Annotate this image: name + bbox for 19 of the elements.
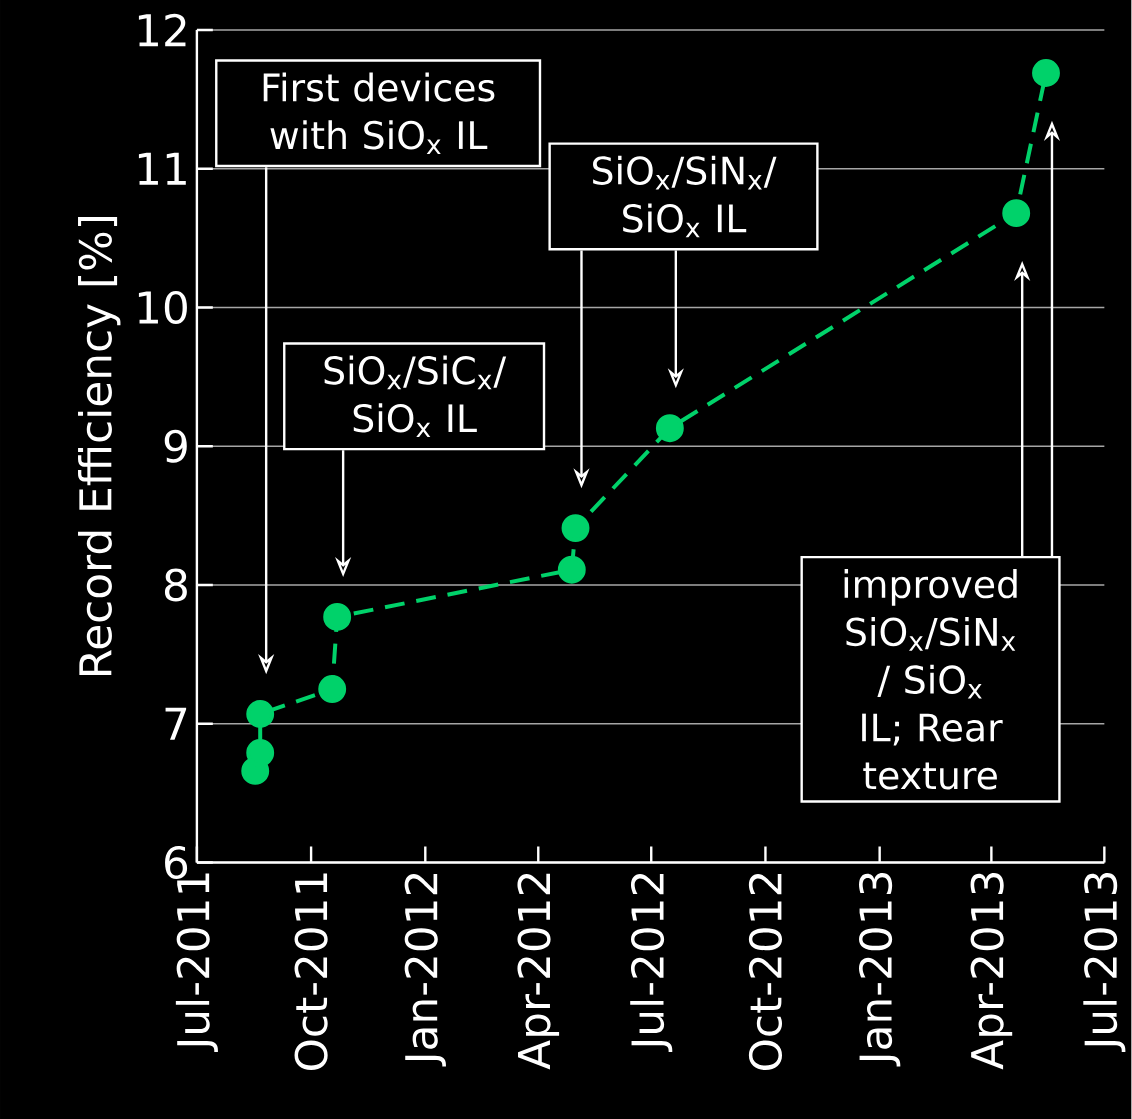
x-tick-label: Jan-2012 — [404, 873, 446, 1067]
x-tick-label: Apr-2012 — [517, 873, 560, 1070]
x-tick-label: Apr-2013 — [970, 872, 1013, 1070]
y-tick-label: 9 — [164, 429, 187, 463]
x-tick-label: Oct-2012 — [748, 873, 783, 1070]
x-tick-label: Jul-2012 — [630, 873, 673, 1052]
x-tick-label: Jan-2013 — [859, 872, 901, 1067]
y-tick-label: 12 — [138, 13, 186, 47]
text: improved SiO$_{x}$/SiN$_{x}$ / SiO$_{x}$ IL; Rear texture — [844, 568, 1017, 790]
text: SiO$_{x}$/SiN$_{x}$/ SiO$_{x}$ IL — [593, 155, 777, 238]
text: SiO$_{x}$/SiC$_{x}$/ SiO$_{x}$ IL — [324, 355, 507, 437]
y-axis-title: Record Efficiency [%] — [78, 216, 121, 675]
y-tick-label: 10 — [138, 290, 187, 324]
x-tick-label: Oct-2011 — [294, 873, 328, 1070]
y-tick-label: 11 — [138, 152, 186, 185]
y-tick-label: 7 — [165, 707, 187, 740]
x-tick-label: Jul-2013 — [1083, 872, 1126, 1052]
annotation: First devices with SiO$_{x}$ IL — [263, 72, 495, 154]
y-tick-label: 8 — [164, 568, 187, 602]
